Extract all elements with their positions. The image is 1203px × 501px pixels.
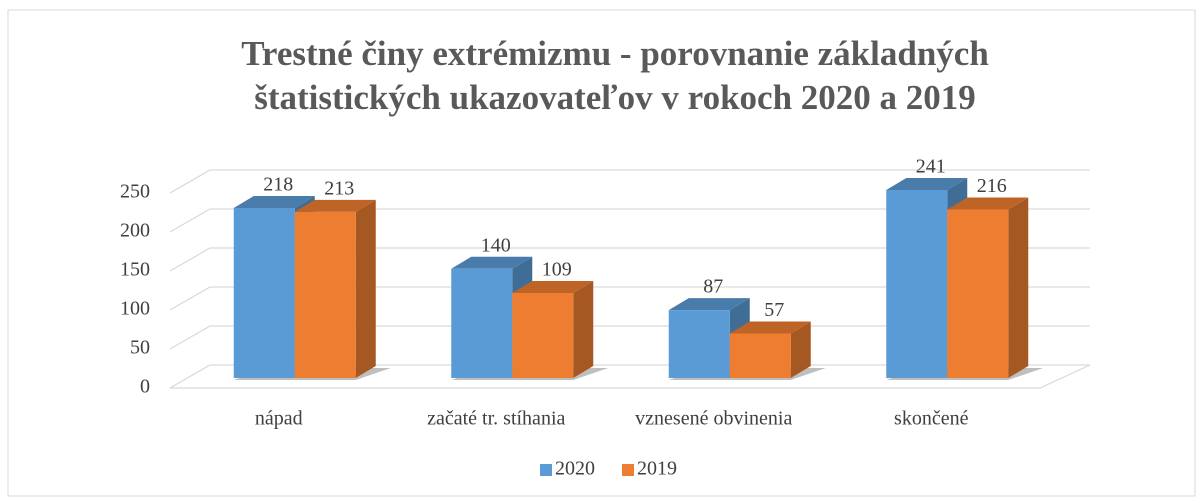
y-tick-label: 150: [120, 259, 150, 281]
grid-line: [169, 286, 1090, 311]
bar-face: [294, 199, 376, 212]
bar-face: [1008, 197, 1029, 378]
y-tick-label: 100: [120, 298, 150, 320]
y-tick-label: 250: [120, 181, 150, 203]
bar: [294, 199, 376, 378]
value-label: 87: [703, 276, 723, 298]
value-label: 57: [764, 299, 784, 321]
bar-face: [512, 280, 594, 293]
bar-face: [573, 280, 594, 378]
grid-line: [169, 247, 1090, 272]
value-label: 140: [481, 234, 511, 256]
bar-face: [947, 197, 1029, 210]
bar-face: [886, 178, 968, 191]
x-tick-label: nápad: [255, 408, 303, 430]
bar-face: [790, 321, 811, 378]
bar-face: [233, 207, 295, 378]
bar-face: [512, 292, 574, 378]
x-tick-label: vznesené obvinenia: [635, 408, 792, 430]
bar-face: [886, 190, 948, 378]
y-tick-label: 50: [130, 337, 150, 359]
x-tick-label: skončené: [894, 408, 969, 430]
bar-face: [947, 209, 1009, 378]
floor-edge: [170, 364, 1091, 389]
legend-swatch: [540, 464, 552, 476]
bar-face: [729, 333, 791, 378]
bar: [729, 321, 811, 378]
bar-face: [233, 195, 315, 208]
bar-face: [668, 310, 730, 378]
y-tick-label: 200: [120, 220, 150, 242]
chart-title: štatistických ukazovateľov v rokoch 2020…: [254, 78, 976, 117]
bar-face: [668, 298, 750, 311]
legend-label: 2019: [637, 458, 677, 480]
value-label: 109: [542, 259, 572, 281]
x-tick-label: začaté tr. stíhania: [427, 408, 565, 430]
value-label: 216: [977, 175, 1007, 197]
y-tick-label: 0: [140, 376, 150, 398]
bar-face: [355, 199, 376, 378]
chart-title: Trestné činy extrémizmu - porovnanie zák…: [241, 34, 989, 73]
legend-label: 2020: [555, 458, 595, 480]
grid-line: [169, 169, 1090, 194]
legend-swatch: [622, 464, 634, 476]
bar-face: [294, 211, 356, 378]
value-label: 218: [263, 174, 293, 196]
bar-face: [451, 268, 513, 378]
grid-line: [169, 208, 1090, 233]
bar: [512, 280, 594, 378]
value-label: 213: [324, 177, 354, 199]
bar-face: [451, 256, 533, 269]
value-label: 241: [916, 156, 946, 178]
bar: [947, 197, 1029, 378]
bar-face: [729, 321, 811, 334]
